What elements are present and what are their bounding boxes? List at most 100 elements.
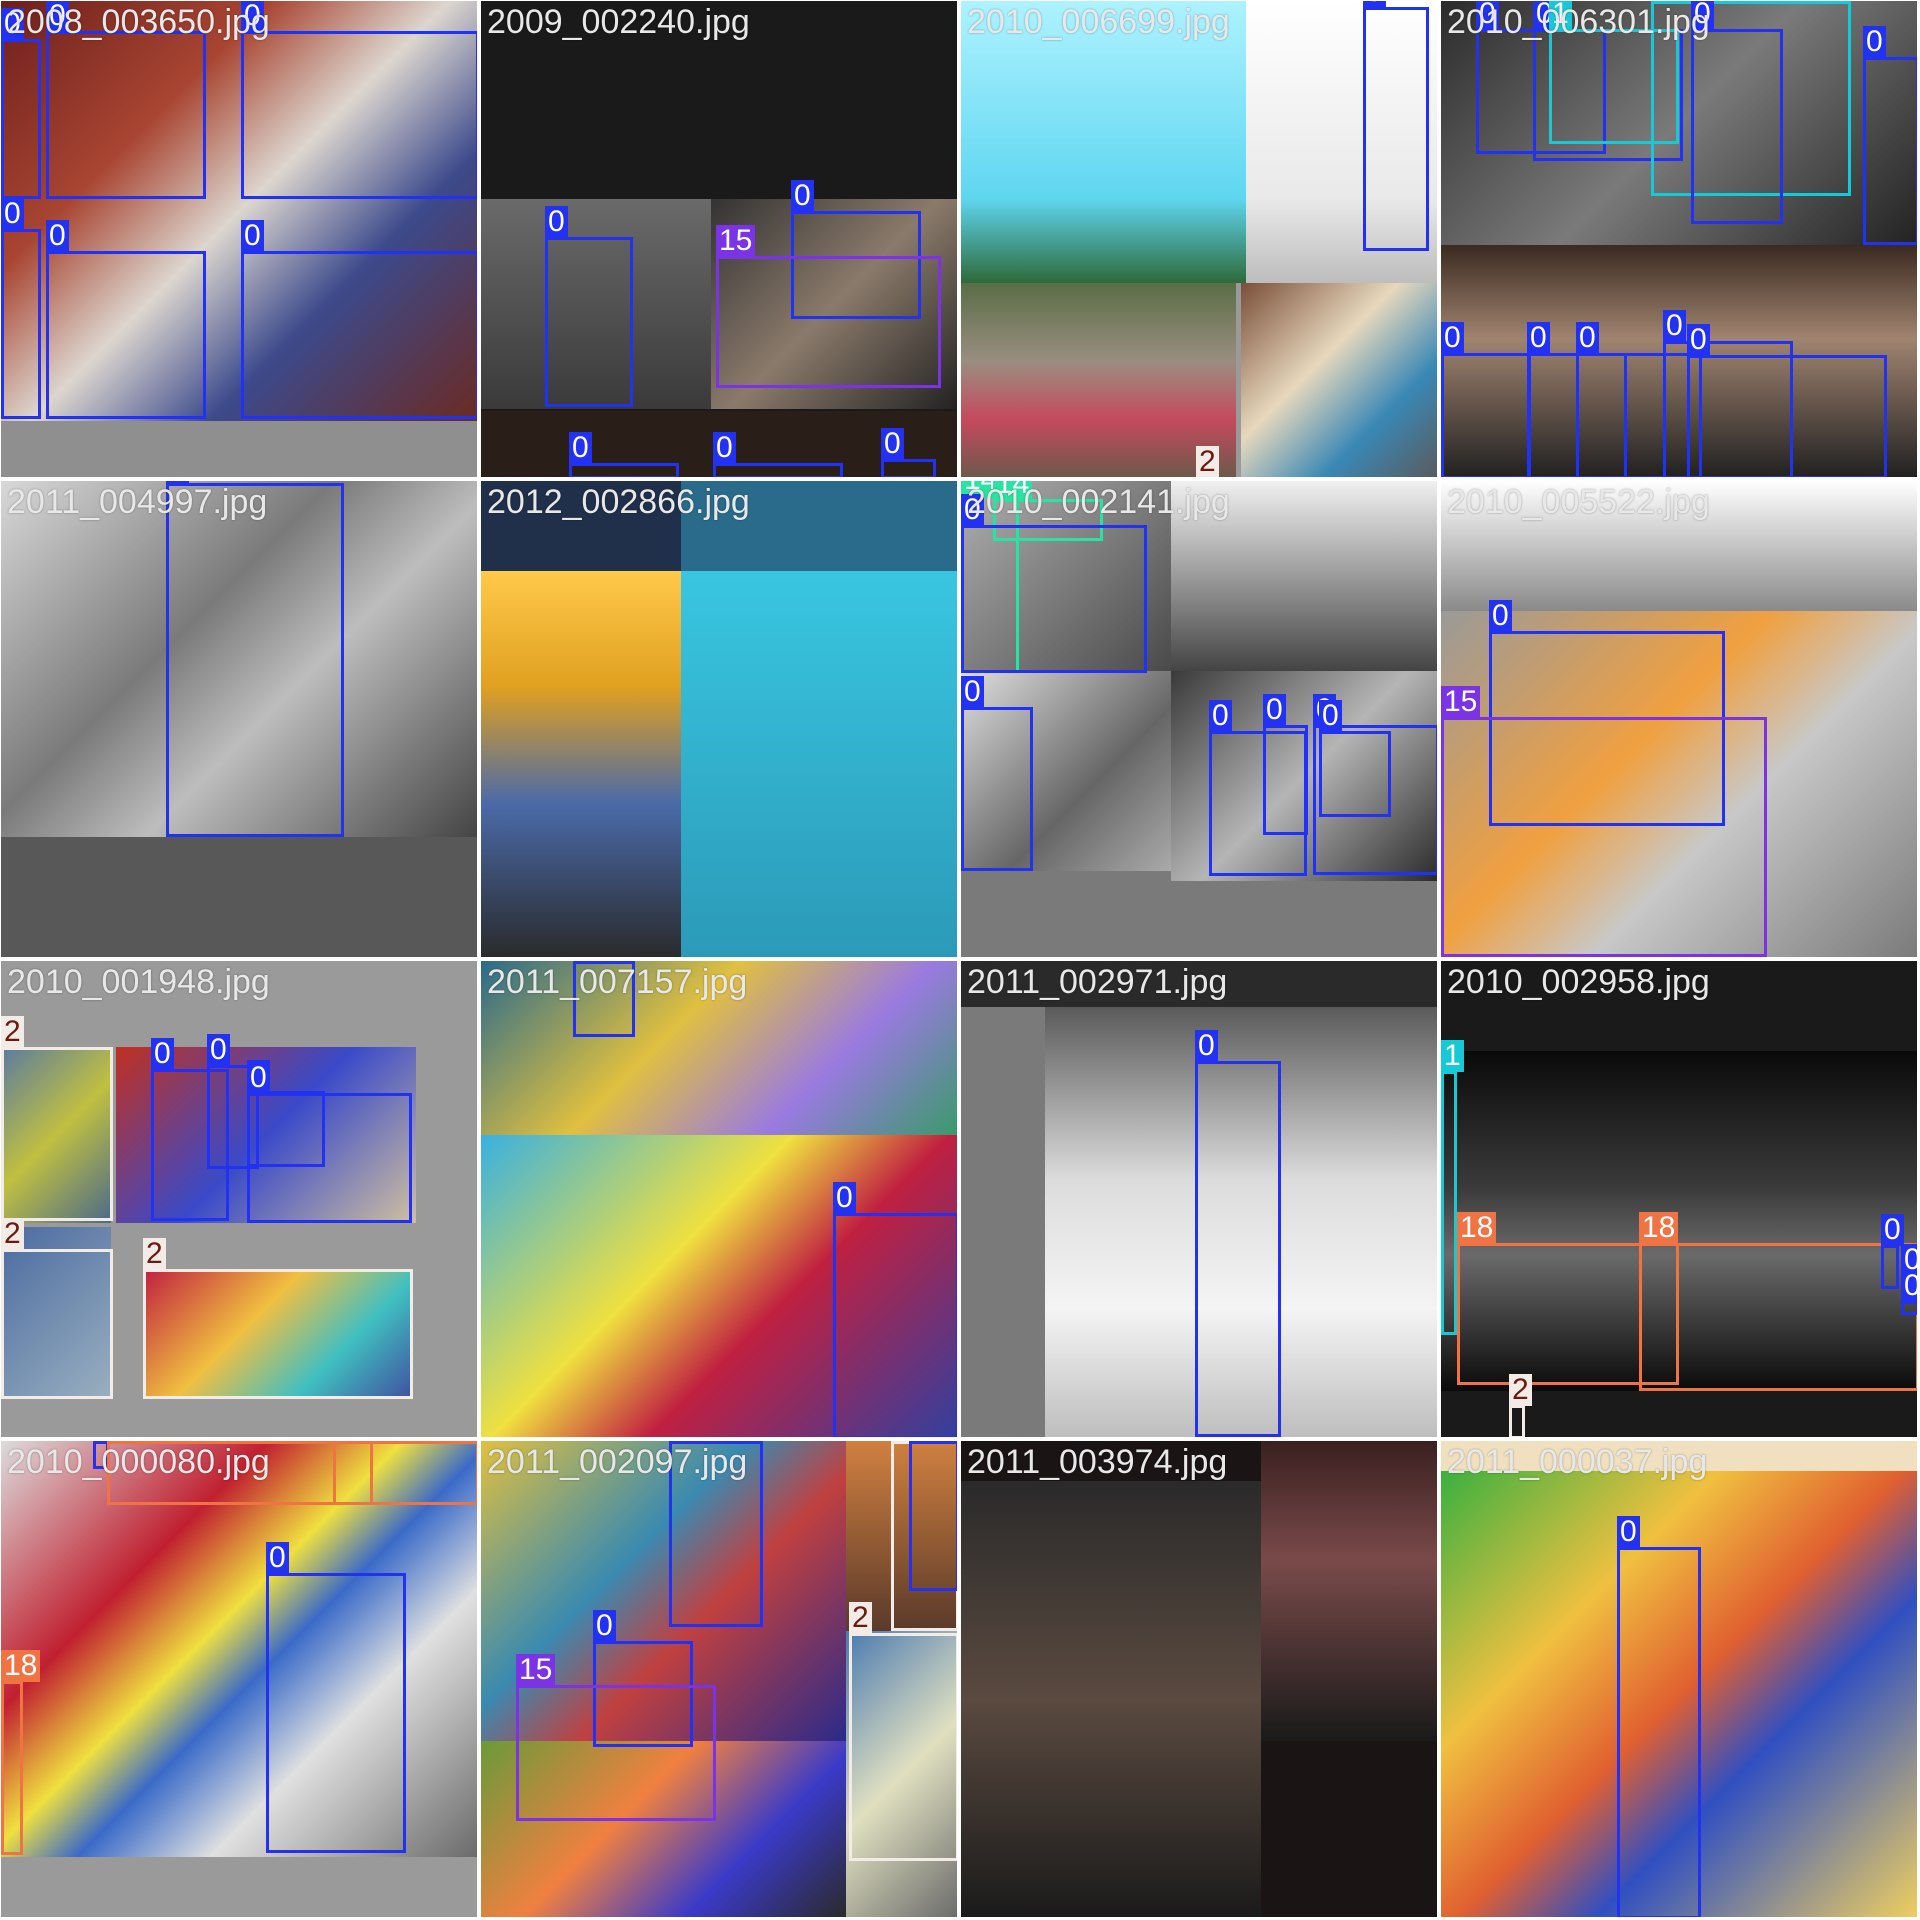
class-label: 0 [166,481,189,484]
detection-box: 0 [166,481,344,837]
class-label: 0 [669,1441,692,1442]
class-label: 18 [1457,1212,1497,1244]
detection-box: 0 [247,1062,412,1223]
detection-box: 1 [1441,1040,1464,1335]
detection-box: 0 [545,206,633,407]
detection-box: 15 [1441,686,1767,957]
detection-box: 0 [1527,322,1627,477]
class-label: 0 [1263,694,1286,726]
photo-region [481,961,957,1135]
detection-box: 14 [993,481,1103,541]
detection-box: 1 [1651,1,1851,196]
class-label: 0 [46,220,69,252]
class-label: 0 [1617,1516,1640,1548]
photo-region [1441,1,1917,245]
detection-box: 0 [1319,700,1391,817]
detection-box: 0 [1489,600,1725,826]
mosaic-tile: 2011_004997.jpg 0 [0,480,478,958]
detection-box: 0 [1863,26,1917,245]
tile-filename: 2010_006301.jpg [1447,3,1710,41]
photo-region [481,481,681,571]
photo-region [1045,1007,1437,1437]
class-label: 2 [1196,446,1219,477]
detection-box: 18 [1639,1212,1917,1391]
photo-region [961,1,1246,283]
class-label: 0 [1,8,24,40]
photo-region [481,1441,846,1741]
mosaic-tile: 2010_006301.jpg 0 0 1 1 0 0 0 0 0 0 0 [1440,0,1918,478]
detection-box: 0 [1691,1,1783,224]
class-label: 0 [1363,1,1386,8]
photo-region [146,1269,411,1399]
detection-box: 0 [241,220,477,419]
photo-region [1,1,477,421]
mosaic-tile: 2010_002958.jpg 1 18 18 0 0 0 2 [1440,960,1918,1438]
detection-box: 18 [107,1441,477,1505]
class-label: 0 [881,428,904,460]
detection-box: 0 [1263,694,1308,835]
detection-box: 2 [1509,1374,1532,1437]
class-label: 0 [1863,26,1886,58]
mosaic-tile: 2012_002866.jpg [480,480,958,958]
detection-box: 15 [516,1654,716,1821]
class-label: 0 [1209,700,1232,732]
class-label: 0 [961,676,984,708]
photo-region [481,571,681,957]
class-label: 1 [1441,1040,1464,1072]
class-label: 0 [46,1,69,32]
detection-box: 0 [569,432,679,477]
tile-filename: 2011_000037.jpg [1447,1443,1708,1481]
class-label: 0 [1476,1,1499,30]
detection-box: 0 [1441,322,1531,477]
mosaic-tile: 2010_000080.jpg 0 18 18 0 18 [0,1440,478,1918]
class-label: 0 [791,180,814,212]
photo-region [846,1441,957,1631]
mosaic-tile: 2011_003974.jpg [960,1440,1438,1918]
tile-filename: 2009_002240.jpg [487,3,750,41]
detection-box: 0 [1,198,41,419]
class-label: 15 [1441,686,1481,718]
tile-filename: 2008_003650.jpg [7,3,270,41]
class-label: 1 [1549,1,1572,30]
detection-box: 2 [1,1016,113,1221]
class-label: 18 [333,1441,373,1442]
class-label: 0 [1663,310,1686,342]
detection-box: 0 [1363,1,1429,251]
class-label: 0 [569,432,592,464]
class-label: 0 [266,1542,289,1574]
photo-region [961,1481,1261,1917]
detection-box: 0 [46,220,206,419]
photo-region [1441,611,1917,957]
mosaic-tile: 2009_002240.jpg 0 0 15 0 0 0 [480,0,958,478]
class-label: 0 [833,1182,856,1214]
photo-region [1171,481,1437,671]
class-label: 0 [241,1,264,32]
detection-box: 2 [143,1238,413,1399]
class-label: 0 [1901,1244,1917,1276]
class-label: 14 [993,481,1033,500]
class-label: 0 [241,220,264,252]
detection-box: 2 [1196,446,1219,477]
class-label: 0 [1901,1270,1917,1302]
mosaic-tile: 2011_002097.jpg 0 2 0 0 15 2 [480,1440,958,1918]
photo-region [1441,245,1917,477]
mosaic-tile: 2008_003650.jpg 0 0 0 0 0 0 [0,0,478,478]
tile-filename: 2011_002097.jpg [487,1443,748,1481]
class-label: 0 [207,1034,230,1066]
detection-box: 0 [833,1182,957,1437]
detection-box: 1 [1549,1,1679,144]
class-label: 0 [1,198,24,230]
class-label: 2 [143,1238,166,1270]
detection-box: 0 [1195,1030,1281,1437]
detection-box: 0 [881,428,936,477]
detection-box: 0 [1,8,41,199]
mosaic-tile: 2010_005522.jpg 0 15 [1440,480,1918,958]
detection-box: 0 [713,432,843,477]
detection-box: 18 [1457,1212,1679,1385]
class-label: 2 [891,1441,914,1442]
class-label: 0 [93,1441,116,1442]
tile-filename: 2010_005522.jpg [1447,483,1710,521]
detection-box: 0 [1617,1516,1701,1917]
class-label: 0 [1319,700,1342,732]
